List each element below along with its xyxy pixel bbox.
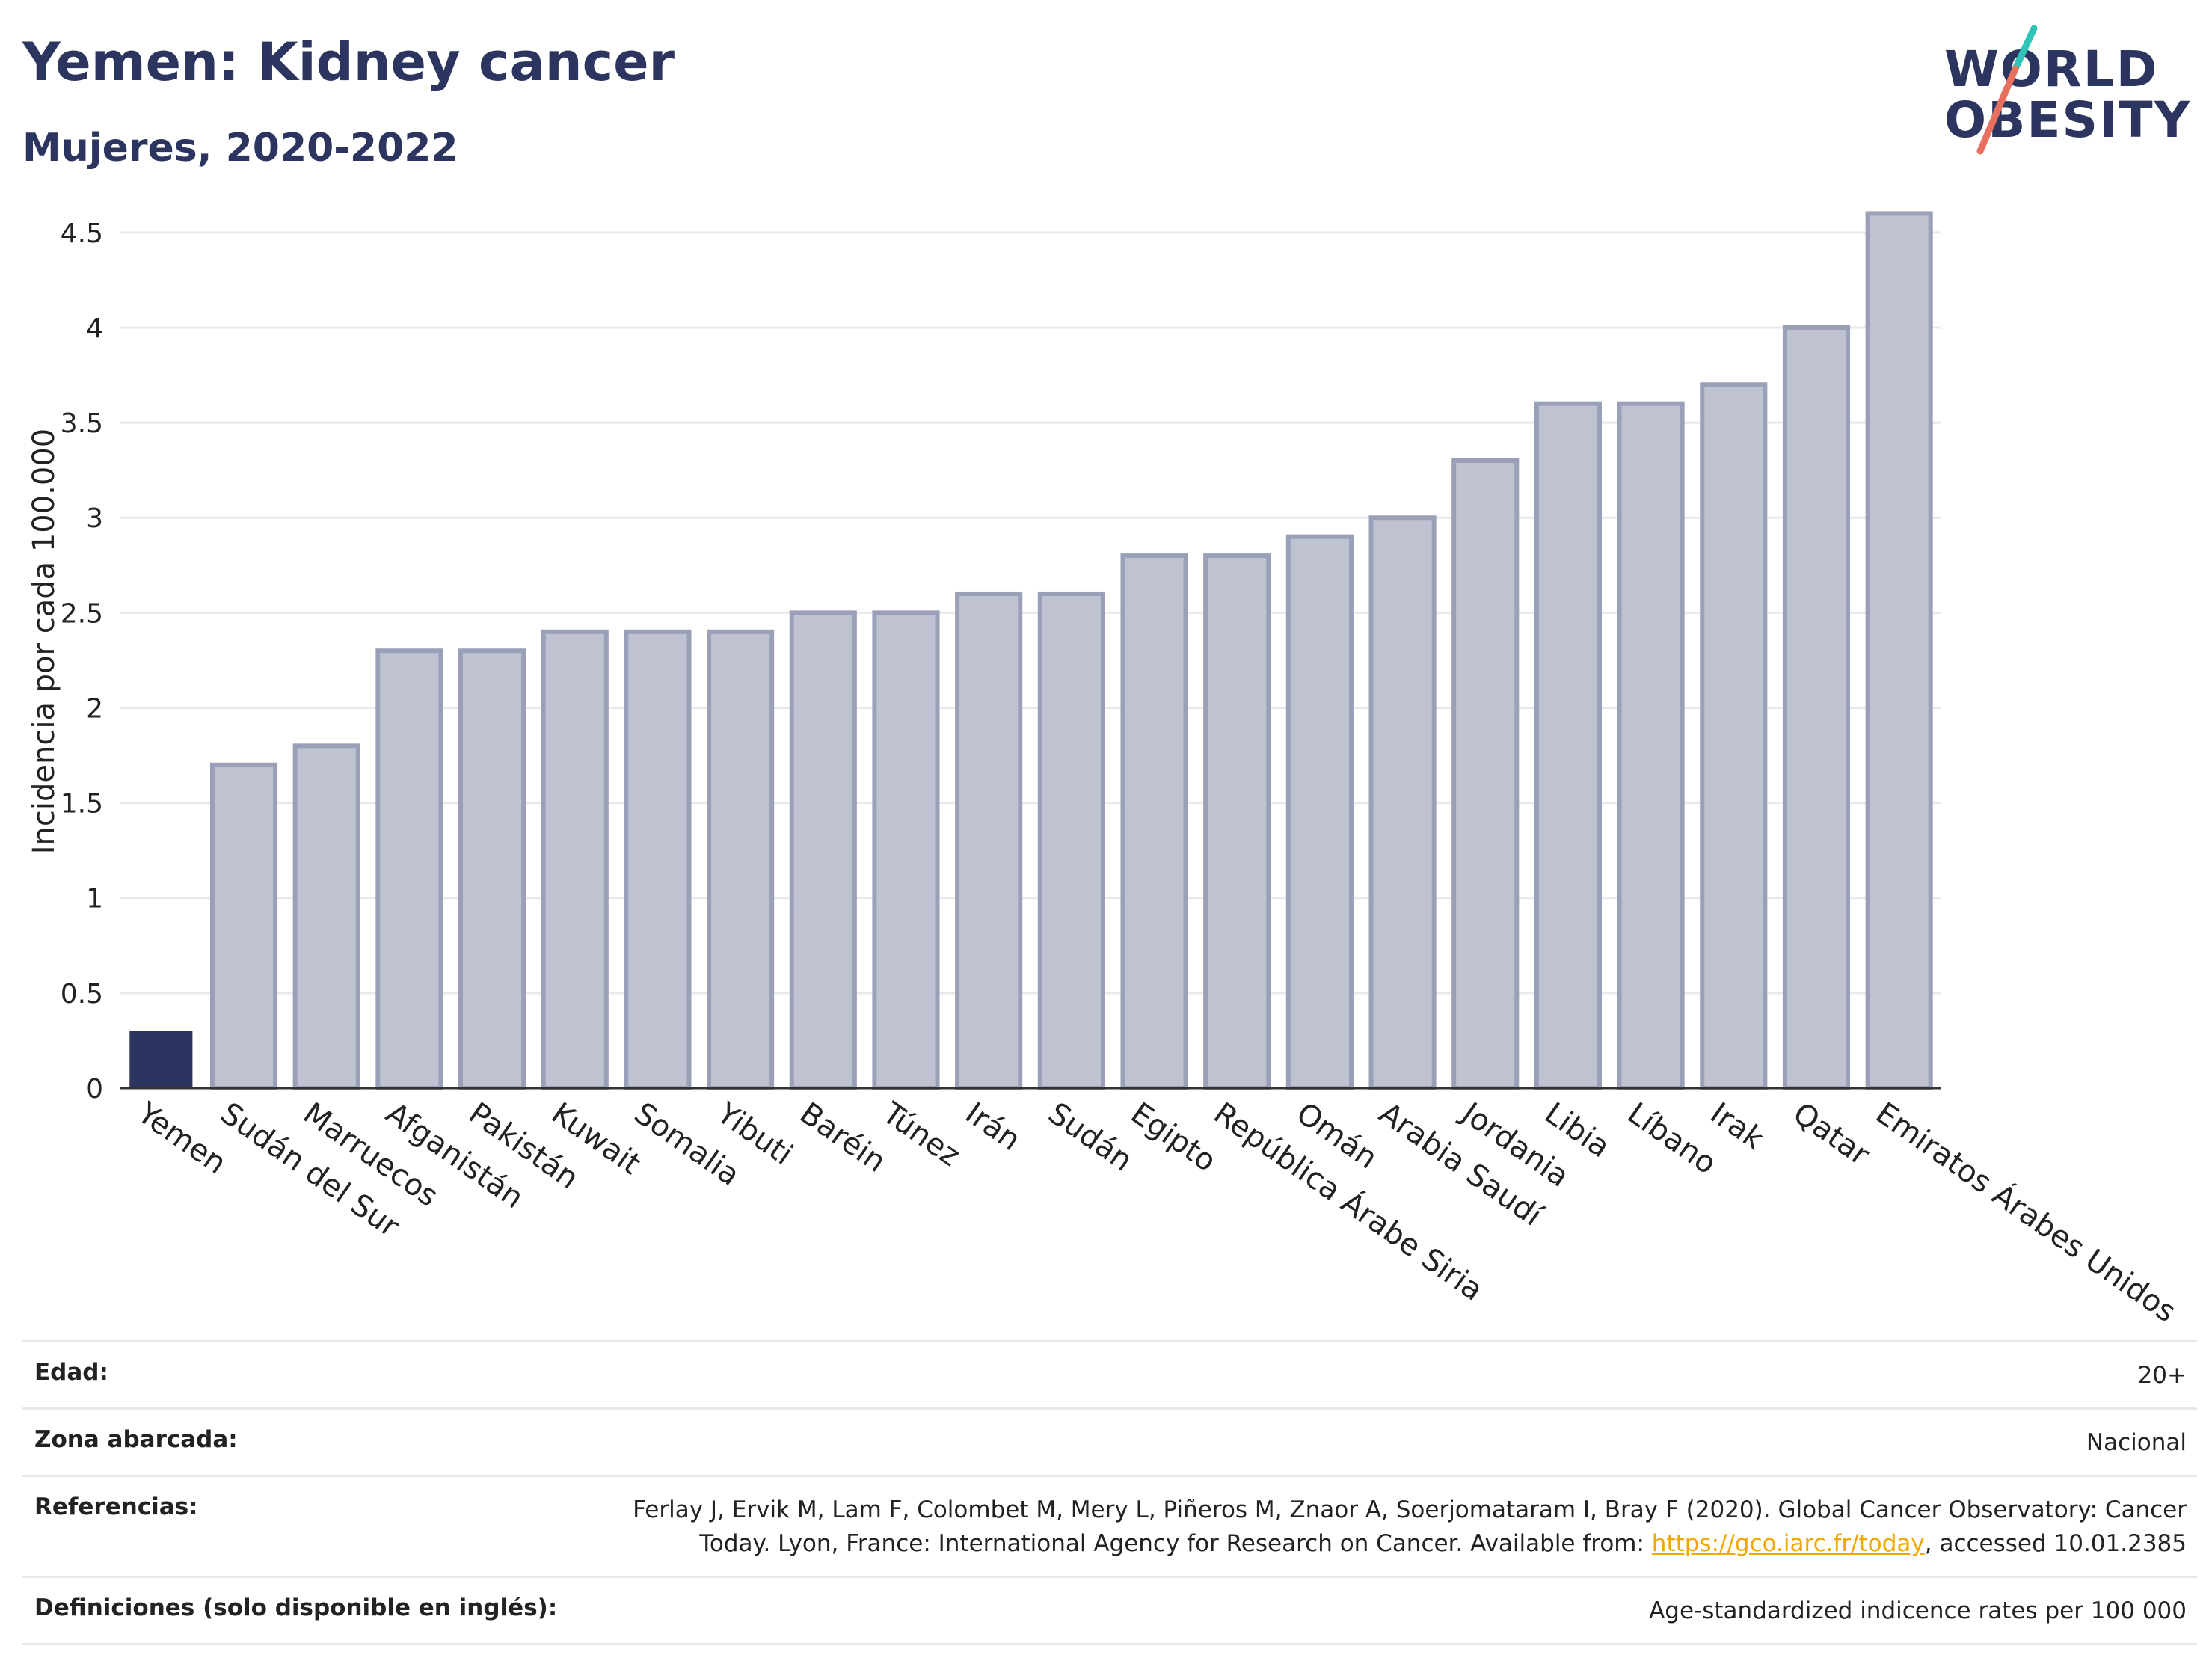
bar-6 (624, 629, 692, 1090)
zona-value: Nacional (2086, 1428, 2187, 1456)
bar-3 (375, 648, 443, 1090)
referencias-line2-end: , accessed 10.01.2385 (1924, 1529, 2187, 1557)
referencias-value: Ferlay J, Ervik M, Lam F, Colombet M, Me… (633, 1493, 2187, 1561)
bar-15 (1368, 515, 1437, 1090)
x-tick-label: Qatar (1787, 1096, 1875, 1173)
x-tick-label: Irán (959, 1096, 1026, 1158)
chart-title: Yemen: Kidney cancer (22, 31, 675, 93)
bar-2 (292, 743, 360, 1091)
footer-row-edad: Edad: 20+ (22, 1340, 2197, 1407)
reference-link[interactable]: https://gco.iarc.fr/today (1651, 1529, 1925, 1557)
x-tick-label: Egipto (1125, 1096, 1223, 1179)
y-tick-label: 4 (86, 313, 103, 344)
definiciones-value: Age-standardized indicence rates per 100… (1649, 1597, 2187, 1624)
bar-0 (129, 1031, 193, 1088)
bar-21 (1865, 211, 1933, 1090)
chart-subtitle: Mujeres, 2020-2022 (22, 126, 458, 171)
chart-footer: Edad: 20+ Zona abarcada: Nacional Refere… (22, 1340, 2197, 1645)
world-obesity-logo: WORLD OBESITY (1944, 22, 2199, 157)
footer-row-referencias: Referencias: Ferlay J, Ervik M, Lam F, C… (22, 1474, 2197, 1576)
x-tick-label: Baréin (793, 1096, 892, 1179)
bar-7 (707, 629, 775, 1090)
y-axis-title: Incidencia por cada 100.000 (27, 429, 61, 855)
y-tick-label: 4.5 (61, 218, 103, 249)
logo-slash-icon (1976, 25, 2038, 155)
y-tick-label: 1 (86, 884, 103, 915)
zona-label: Zona abarcada: (34, 1425, 238, 1453)
bar-5 (541, 629, 609, 1090)
bar-9 (872, 610, 940, 1090)
y-tick-label: 0 (86, 1074, 103, 1105)
y-tick-label: 0.5 (61, 979, 103, 1010)
referencias-line1: Ferlay J, Ervik M, Lam F, Colombet M, Me… (633, 1496, 2187, 1523)
bar-4 (458, 648, 526, 1090)
bar-18 (1617, 401, 1685, 1090)
bar-11 (1037, 591, 1105, 1090)
y-tick-label: 2 (86, 693, 103, 724)
edad-label: Edad: (34, 1359, 108, 1386)
footer-row-zona: Zona abarcada: Nacional (22, 1407, 2197, 1475)
bar-10 (955, 591, 1023, 1090)
y-tick-label: 2.5 (61, 598, 103, 629)
bar-13 (1203, 553, 1271, 1091)
bar-1 (209, 762, 278, 1090)
referencias-line2: Today. Lyon, France: International Agenc… (699, 1529, 1652, 1557)
x-tick-label: Túnez (876, 1096, 966, 1173)
bar-20 (1782, 325, 1851, 1091)
bar-8 (789, 610, 857, 1090)
logo-line-1: WORLD (1944, 40, 2159, 98)
footer-row-definiciones: Definiciones (solo disponible en inglés)… (22, 1575, 2197, 1645)
edad-value: 20+ (2137, 1362, 2187, 1389)
x-tick-label: Yemen (131, 1096, 233, 1181)
x-tick-label: Emiratos Árabes Unidos (1870, 1095, 2183, 1330)
bar-12 (1120, 553, 1188, 1091)
definiciones-label: Definiciones (solo disponible en inglés)… (34, 1594, 558, 1621)
y-tick-label: 3 (86, 503, 103, 534)
bar-19 (1700, 382, 1768, 1091)
y-tick-label: 3.5 (61, 408, 103, 439)
bar-14 (1285, 534, 1354, 1091)
x-tick-label: Sudán (1042, 1096, 1139, 1179)
x-tick-label: Líbano (1621, 1096, 1722, 1182)
bar-17 (1534, 401, 1602, 1090)
referencias-label: Referencias: (34, 1493, 198, 1520)
bar-chart: 0 0.5 1 1.5 2 2.5 3 3.5 4 4.5 Incidencia por cada … (27, 211, 2183, 1330)
y-tick-label: 1.5 (61, 789, 103, 820)
bar-16 (1451, 458, 1520, 1090)
